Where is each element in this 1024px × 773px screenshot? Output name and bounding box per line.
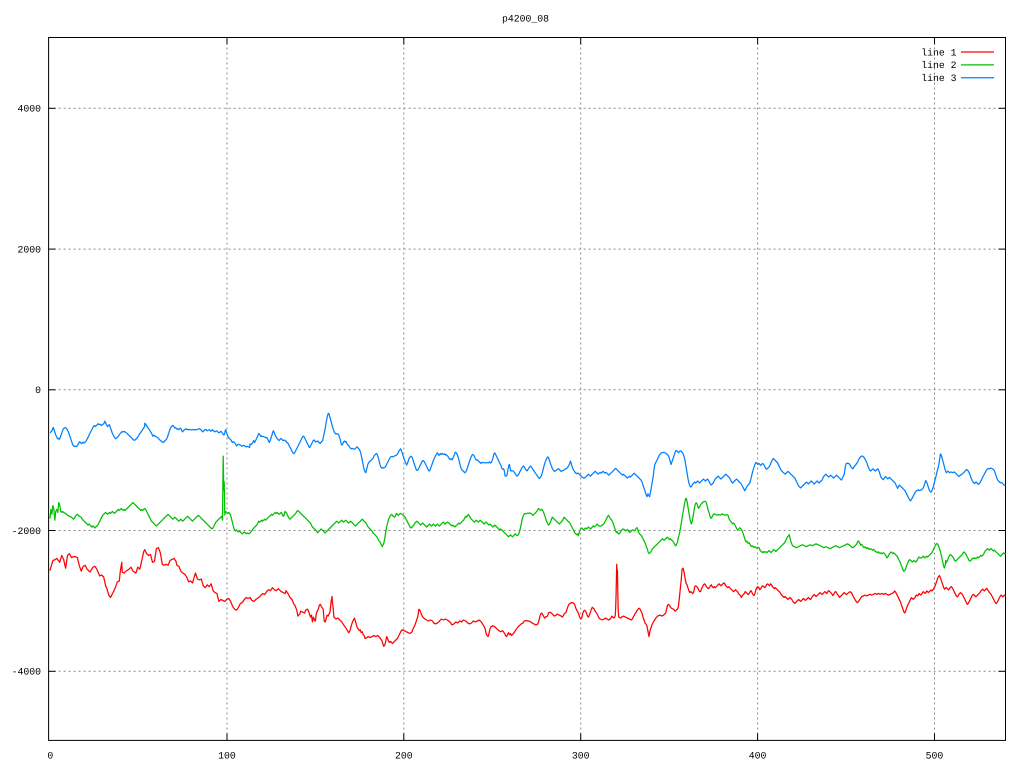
svg-text:100: 100: [218, 750, 236, 761]
svg-text:0: 0: [47, 750, 53, 761]
svg-text:-4000: -4000: [12, 667, 42, 678]
svg-text:400: 400: [749, 750, 767, 761]
svg-text:500: 500: [926, 750, 944, 761]
svg-text:200: 200: [395, 750, 413, 761]
svg-text:line 3: line 3: [921, 73, 956, 84]
svg-text:300: 300: [572, 750, 590, 761]
svg-text:4000: 4000: [17, 104, 41, 115]
svg-text:2000: 2000: [17, 244, 41, 255]
svg-text:p4200_08: p4200_08: [502, 14, 549, 25]
svg-text:-2000: -2000: [12, 526, 42, 537]
svg-text:line 1: line 1: [921, 47, 956, 58]
svg-text:line 2: line 2: [921, 60, 956, 71]
svg-text:0: 0: [35, 385, 41, 396]
